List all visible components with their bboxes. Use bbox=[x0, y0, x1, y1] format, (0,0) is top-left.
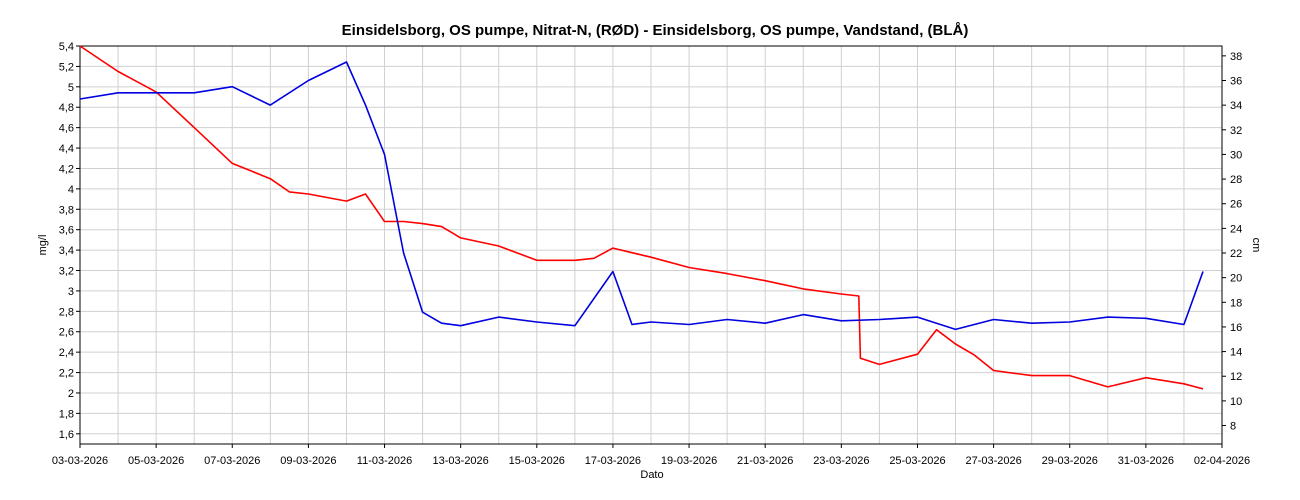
y-left-tick-label: 4,2 bbox=[59, 163, 74, 175]
x-tick-label: 29-03-2026 bbox=[1042, 455, 1098, 467]
y-right-tick-label: 22 bbox=[1230, 248, 1242, 260]
y-right-tick-label: 24 bbox=[1230, 223, 1242, 235]
x-axis-label: Dato bbox=[640, 469, 663, 481]
x-tick-label: 21-03-2026 bbox=[737, 455, 793, 467]
y-right-tick-label: 32 bbox=[1230, 125, 1242, 137]
y-left-tick-label: 2 bbox=[68, 388, 74, 400]
x-tick-label: 25-03-2026 bbox=[889, 455, 945, 467]
y-right-tick-label: 26 bbox=[1230, 199, 1242, 211]
x-tick-label: 03-03-2026 bbox=[52, 455, 108, 467]
y-right-tick-label: 14 bbox=[1230, 347, 1242, 359]
y-left-tick-label: 4,4 bbox=[59, 143, 74, 155]
plot-frame bbox=[79, 45, 1223, 445]
y-left-tick-label: 5,4 bbox=[59, 41, 74, 53]
y-right-tick-label: 36 bbox=[1230, 76, 1242, 88]
grid bbox=[79, 45, 1223, 444]
y-right-tick-label: 28 bbox=[1230, 174, 1242, 186]
x-tick-label: 27-03-2026 bbox=[965, 455, 1021, 467]
y-left-tick-label: 1,8 bbox=[59, 408, 74, 420]
y-left-tick-label: 2,2 bbox=[59, 368, 74, 380]
y-left-tick-label: 3,2 bbox=[59, 266, 74, 278]
x-tick-label: 17-03-2026 bbox=[585, 455, 641, 467]
y-left-tick-label: 2,4 bbox=[59, 347, 74, 359]
x-tick-label: 05-03-2026 bbox=[128, 455, 184, 467]
y-left-tick-label: 2,6 bbox=[59, 327, 74, 339]
x-tick-label: 07-03-2026 bbox=[204, 455, 260, 467]
series-layer bbox=[79, 45, 1204, 390]
y-right-tick-label: 12 bbox=[1230, 371, 1242, 383]
y-left-tick-label: 4 bbox=[68, 184, 74, 196]
y-left-tick-label: 3,8 bbox=[59, 204, 74, 216]
y-left-tick-label: 5,2 bbox=[59, 61, 74, 73]
y-left-tick-label: 2,8 bbox=[59, 306, 74, 318]
y-right-tick-label: 18 bbox=[1230, 297, 1242, 309]
y-left-tick-label: 3,6 bbox=[59, 225, 74, 237]
y-right-tick-label: 8 bbox=[1230, 421, 1236, 433]
y-right-tick-label: 20 bbox=[1230, 273, 1242, 285]
x-axis: 03-03-2026 05-03-2026 07-03-2026 09-03-2026… bbox=[52, 444, 1250, 467]
y-left-tick-label: 3,4 bbox=[59, 245, 74, 257]
y-right-tick-label: 30 bbox=[1230, 149, 1242, 161]
x-tick-label: 19-03-2026 bbox=[661, 455, 717, 467]
x-tick-label: 11-03-2026 bbox=[357, 455, 412, 467]
y-right-tick-label: 34 bbox=[1230, 100, 1242, 112]
x-tick-label: 13-03-2026 bbox=[433, 455, 489, 467]
y-right-tick-label: 38 bbox=[1230, 51, 1242, 63]
chart-title: Einsidelsborg, OS pumpe, Nitrat-N, (RØD)… bbox=[342, 22, 969, 39]
y-left-tick-label: 4,8 bbox=[59, 102, 74, 114]
y-left-tick-label: 4,6 bbox=[59, 123, 74, 135]
y-left-tick-label: 5 bbox=[68, 82, 74, 94]
left-axis: 1,6 1,8 2 2,2 2,4 2,6 2,8 3 3,2 3,4 3,6 3,8 4 4,2 4,4 4… bbox=[59, 41, 80, 441]
series-line-vandstand bbox=[79, 61, 1204, 331]
x-tick-label: 31-03-2026 bbox=[1118, 455, 1174, 467]
series-line-nitrat-n bbox=[79, 45, 1204, 390]
y-left-tick-label: 1,6 bbox=[59, 429, 74, 441]
y-right-tick-label: 10 bbox=[1230, 396, 1242, 408]
x-tick-label: 15-03-2026 bbox=[509, 455, 565, 467]
right-axis: 8 10 12 14 16 18 20 22 24 26 28 30 32 34 36 38 bbox=[1222, 51, 1242, 433]
x-tick-label: 23-03-2026 bbox=[813, 455, 869, 467]
y-left-tick-label: 3 bbox=[68, 286, 74, 298]
y-left-axis-label: mg/l bbox=[37, 235, 49, 256]
y-right-axis-label: cm bbox=[1250, 238, 1262, 253]
y-right-tick-label: 16 bbox=[1230, 322, 1242, 334]
x-tick-label: 09-03-2026 bbox=[280, 455, 336, 467]
x-tick-label: 02-04-2026 bbox=[1194, 455, 1250, 467]
